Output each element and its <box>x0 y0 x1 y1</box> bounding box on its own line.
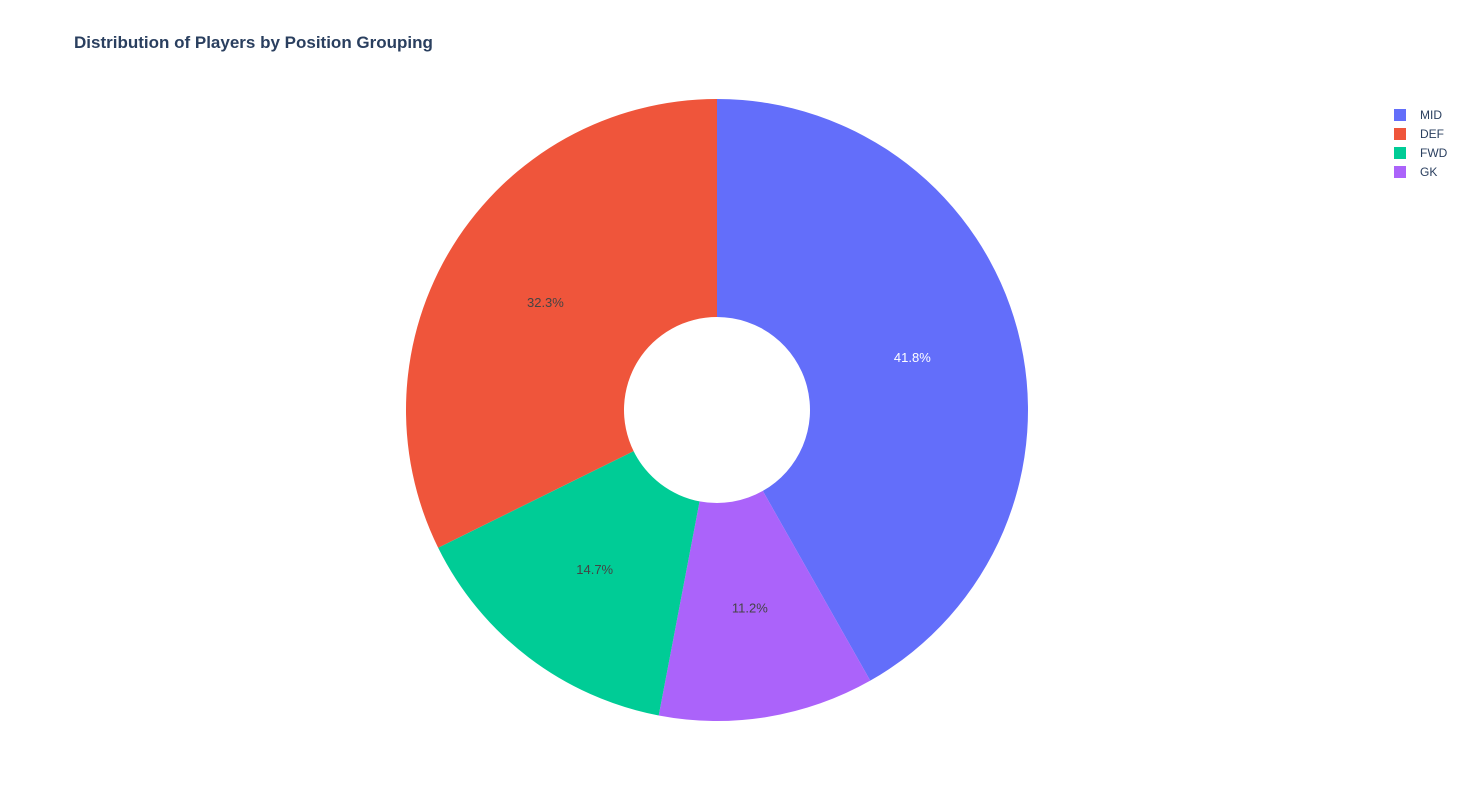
slice-label-mid: 41.8% <box>894 350 931 365</box>
legend-item-mid[interactable]: MID <box>1394 105 1447 124</box>
slice-gk[interactable] <box>658 490 871 721</box>
legend-item-def[interactable]: DEF <box>1394 124 1447 143</box>
slice-def[interactable] <box>405 98 717 548</box>
chart-title: Distribution of Players by Position Grou… <box>74 33 433 52</box>
slice-label-def: 32.3% <box>527 295 564 310</box>
slice-mid[interactable] <box>717 99 1028 681</box>
legend-item-gk[interactable]: GK <box>1394 162 1447 181</box>
legend-swatch-def <box>1394 127 1406 140</box>
slice-label-fwd: 14.7% <box>576 562 613 577</box>
legend-swatch-fwd <box>1394 146 1406 159</box>
legend-label-gk: GK <box>1420 164 1438 179</box>
legend: MID DEF FWD GK <box>1394 105 1447 181</box>
legend-label-mid: MID <box>1420 107 1442 122</box>
legend-label-def: DEF <box>1420 126 1444 141</box>
slice-fwd[interactable] <box>438 451 700 716</box>
slice-label-gk: 11.2% <box>732 601 768 616</box>
legend-swatch-mid <box>1394 108 1406 121</box>
legend-item-fwd[interactable]: FWD <box>1394 143 1447 162</box>
legend-swatch-gk <box>1394 165 1406 178</box>
legend-label-fwd: FWD <box>1420 145 1448 160</box>
